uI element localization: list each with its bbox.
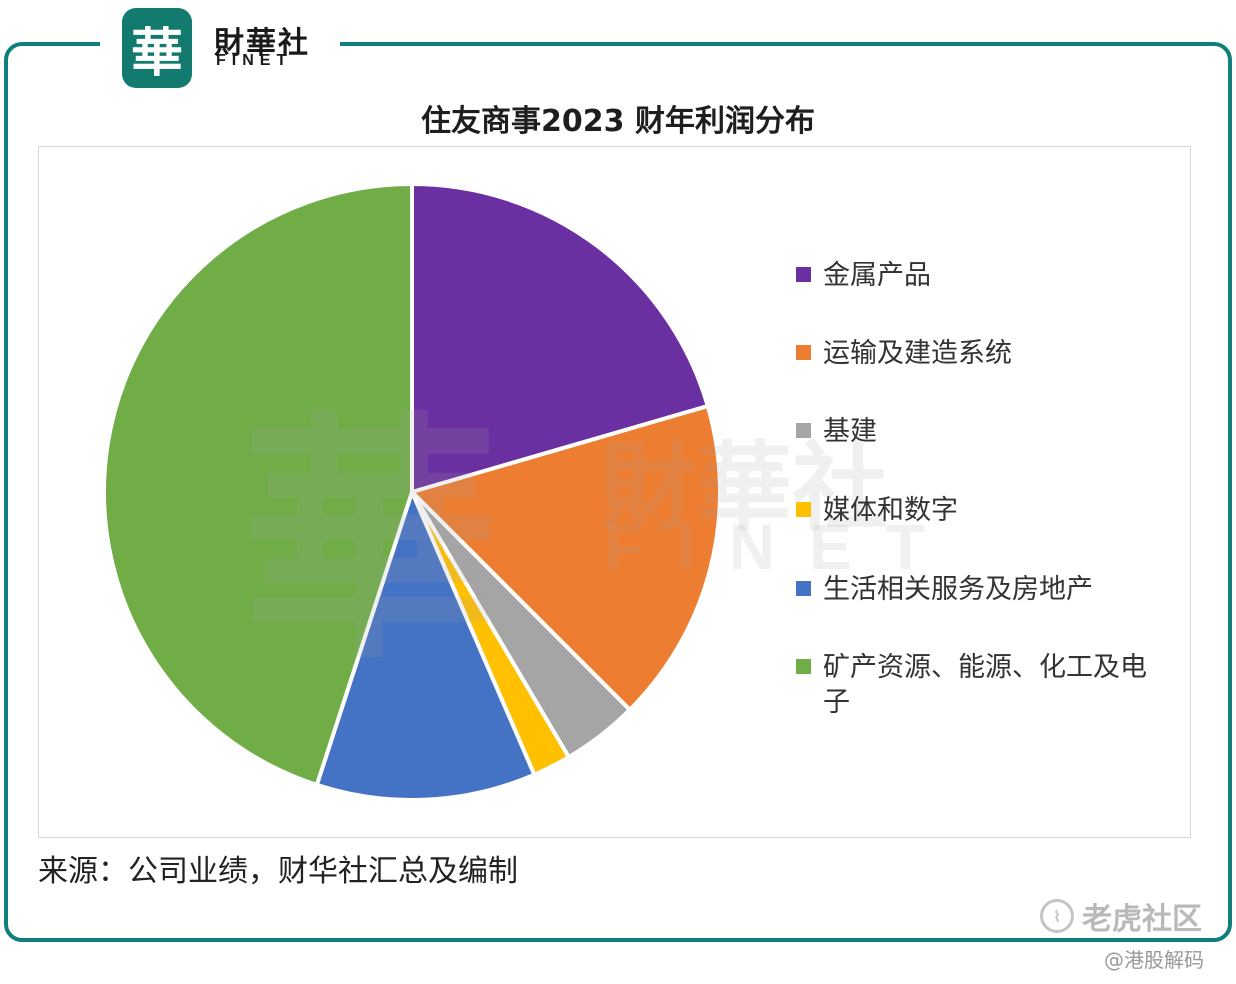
legend-item-4: 媒体和数字 [796, 493, 1173, 528]
legend-item-1: 金属产品 [796, 258, 1173, 293]
legend-swatch [796, 345, 811, 360]
legend-item-6: 矿产资源、能源、化工及电子 [796, 650, 1173, 720]
legend-swatch [796, 502, 811, 517]
legend-label: 矿产资源、能源、化工及电子 [823, 652, 1147, 718]
pie-slice-6 [102, 181, 414, 788]
legend-swatch [796, 581, 811, 596]
source-note: 来源：公司业绩，财华社汇总及编制 [38, 854, 518, 889]
legend-item-3: 基建 [796, 414, 1173, 449]
chart-title: 住友商事2023 财年利润分布 [421, 104, 815, 139]
pie-slice-2 [408, 403, 722, 713]
author-handle: @港股解码 [1104, 948, 1204, 972]
platform-name: 老虎社区 [1082, 902, 1202, 937]
finet-logo-badge: 華 [122, 8, 192, 88]
legend-label: 运输及建造系统 [823, 338, 1012, 369]
legend-item-2: 运输及建造系统 [796, 336, 1173, 371]
legend-item-5: 生活相关服务及房地产 [796, 572, 1173, 607]
legend-swatch [796, 267, 811, 282]
pie-slice-5 [314, 486, 537, 803]
logo-name-cn: 財華社 [214, 26, 310, 61]
platform-watermark: ⌇ 老虎社区 [1040, 894, 1202, 938]
legend-label: 生活相关服务及房地产 [823, 574, 1093, 605]
logo-name-en: FINET [216, 52, 293, 69]
legend-label: 金属产品 [823, 260, 931, 291]
legend-label: 媒体和数字 [823, 495, 958, 526]
tiger-community-icon: ⌇ [1040, 899, 1074, 933]
legend-label: 基建 [823, 416, 877, 447]
pie-slice-1 [410, 181, 711, 495]
legend-swatch [796, 659, 811, 674]
legend-swatch [796, 423, 811, 438]
